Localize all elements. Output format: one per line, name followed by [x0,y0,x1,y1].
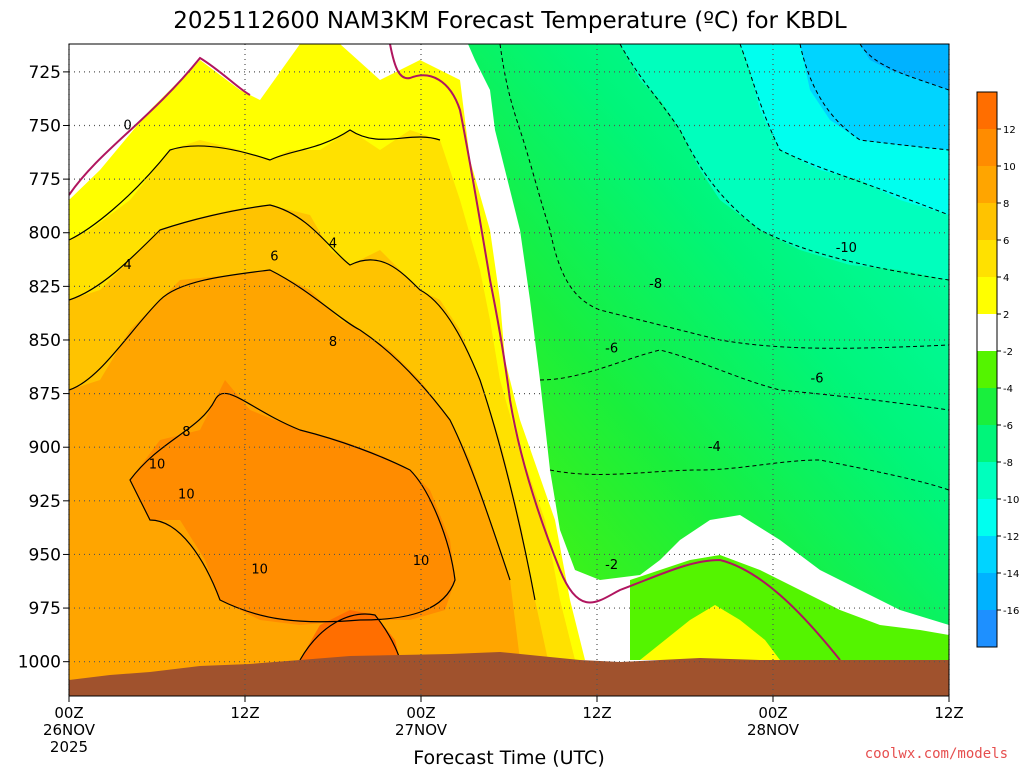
contour-label: -4 [708,440,721,455]
contour-labels: 0 4 4 6 8 8 10 10 10 10 -10 -8 -6 -6 -4 -2 [124,119,857,578]
y-tick-label: 1000 [18,653,61,673]
colorbar-tick-label: -6 [1003,421,1013,432]
x-tick-label: 00Z [758,704,787,722]
y-tick-label: 775 [29,170,61,190]
x-tick-label: 00Z [406,704,435,722]
contour-label: -6 [811,372,824,387]
credit-text: coolwx.com/models [865,746,1008,762]
colorbar-tick-label: 10 [1003,162,1016,173]
x-tick-label: 2025 [50,738,88,756]
warm-band-10to12 [130,380,455,625]
contour-label: -2 [605,558,618,573]
colorbar-swatch [977,351,997,388]
x-tick-label: 12Z [582,704,611,722]
colorbar-tick-label: -16 [1003,606,1019,617]
y-tick-label: 975 [29,599,61,619]
plot-frame [68,43,950,697]
colorbar-tick-label: -8 [1003,458,1013,469]
contour-label: 10 [178,487,195,502]
warm-band-12to14 [300,610,400,660]
colorbar-swatch [977,203,997,240]
colorbar-swatch [977,573,997,610]
y-tick-label: 725 [29,63,61,83]
contour-label: 10 [149,457,166,472]
x-tick-label: 27NOV [395,721,448,739]
colorbar-swatch [977,499,997,536]
chart-title: 2025112600 NAM3KM Forecast Temperature (… [173,8,847,34]
y-tick-label: 925 [29,492,61,512]
colorbar-tick-label: 6 [1003,236,1009,247]
y-tick-label: 875 [29,385,61,405]
colorbar-tick-label: 8 [1003,199,1009,210]
colorbar-swatch [977,129,997,166]
y-tick-label: 950 [29,545,61,565]
colorbar-swatch [977,536,997,573]
colorbar-swatch [977,388,997,425]
x-axis-label: Forecast Time (UTC) [413,747,604,768]
contour-label: 10 [251,562,268,577]
colorbar-tick-label: -14 [1003,569,1019,580]
x-tick-label: 26NOV [43,721,96,739]
y-tick-label: 900 [29,438,61,458]
colorbar-tick-label: 2 [1003,310,1009,321]
contour-label: 4 [124,258,132,273]
contour-label: 8 [329,335,337,350]
y-tick-label: 850 [29,331,61,351]
colorbar-tick-label: 12 [1003,125,1016,136]
contour-label: 6 [270,249,278,264]
isotherm-lines [69,129,536,661]
colorbar-legend: -16 -14 -12 -10 -8 -6 -4 -2 2 4 6 8 10 12 [976,91,1019,648]
colorbar-tick-label: -4 [1003,384,1013,395]
colorbar-swatch [977,240,997,277]
colorbar-frame [976,91,998,648]
contour-label: 8 [182,425,190,440]
near-surface-warm-pocket [640,605,780,660]
colorbar-tick-label: 4 [1003,273,1009,284]
y-tick-label: 800 [29,224,61,244]
contour-label: 0 [124,119,132,134]
temperature-field [69,44,949,696]
y-axis: 725 750 775 800 825 850 875 900 925 950 975 1000 [18,63,69,673]
contour-label: 10 [413,554,430,569]
colorbar-swatch [977,277,997,314]
y-tick-label: 825 [29,277,61,297]
colorbar-swatch [977,314,997,351]
contour-label: -6 [605,342,618,357]
colorbar-swatch [977,425,997,462]
x-tick-label: 28NOV [747,721,800,739]
colorbar-swatch [977,462,997,499]
contour-label: -8 [649,277,662,292]
contour-label: -10 [836,241,857,256]
colorbar-tick-label: -10 [1003,495,1019,506]
colorbar-tick-label: -12 [1003,532,1019,543]
freezing-line [69,44,841,661]
x-tick-label: 00Z [54,704,83,722]
colorbar-tick-label: -2 [1003,347,1013,358]
ground-surface [69,652,949,696]
colorbar-swatch [977,92,997,129]
cold-band-minus14to16 [860,44,949,90]
contour-label: 4 [329,236,337,251]
y-tick-label: 750 [29,117,61,137]
colorbar-swatch [977,166,997,203]
colorbar-swatch [977,610,997,647]
x-tick-label: 12Z [934,704,963,722]
x-tick-label: 12Z [230,704,259,722]
